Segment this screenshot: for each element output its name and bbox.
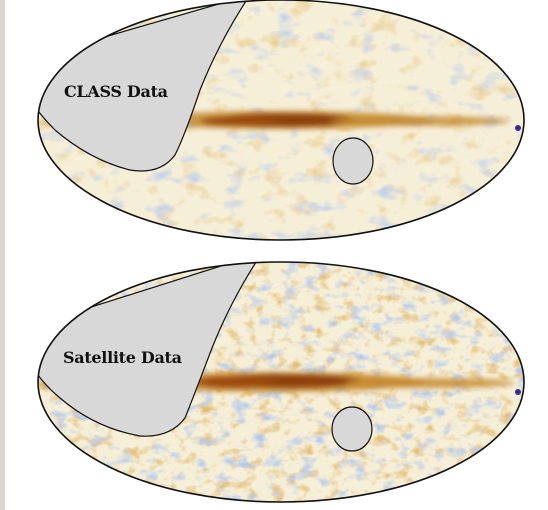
- masked-hole-shape: [332, 137, 374, 185]
- map-outline: [37, 261, 525, 503]
- class-sky-map-svg: [37, 0, 525, 241]
- point-source-marker: [515, 125, 521, 131]
- masked-region-shape: [38, 262, 264, 437]
- left-edge-border: [0, 0, 5, 510]
- point-source-marker: [515, 389, 521, 395]
- map-title: CLASS Data: [64, 82, 168, 101]
- masked-hole-shape: [331, 406, 373, 452]
- satellite-sky-map-svg: [37, 261, 525, 503]
- class-data-map: CLASS Data: [0, 0, 548, 250]
- masked-region-shape: [38, 0, 252, 172]
- satellite-data-map: Satellite Data: [0, 258, 548, 508]
- map-outline: [37, 0, 525, 241]
- map-title: Satellite Data: [63, 348, 182, 367]
